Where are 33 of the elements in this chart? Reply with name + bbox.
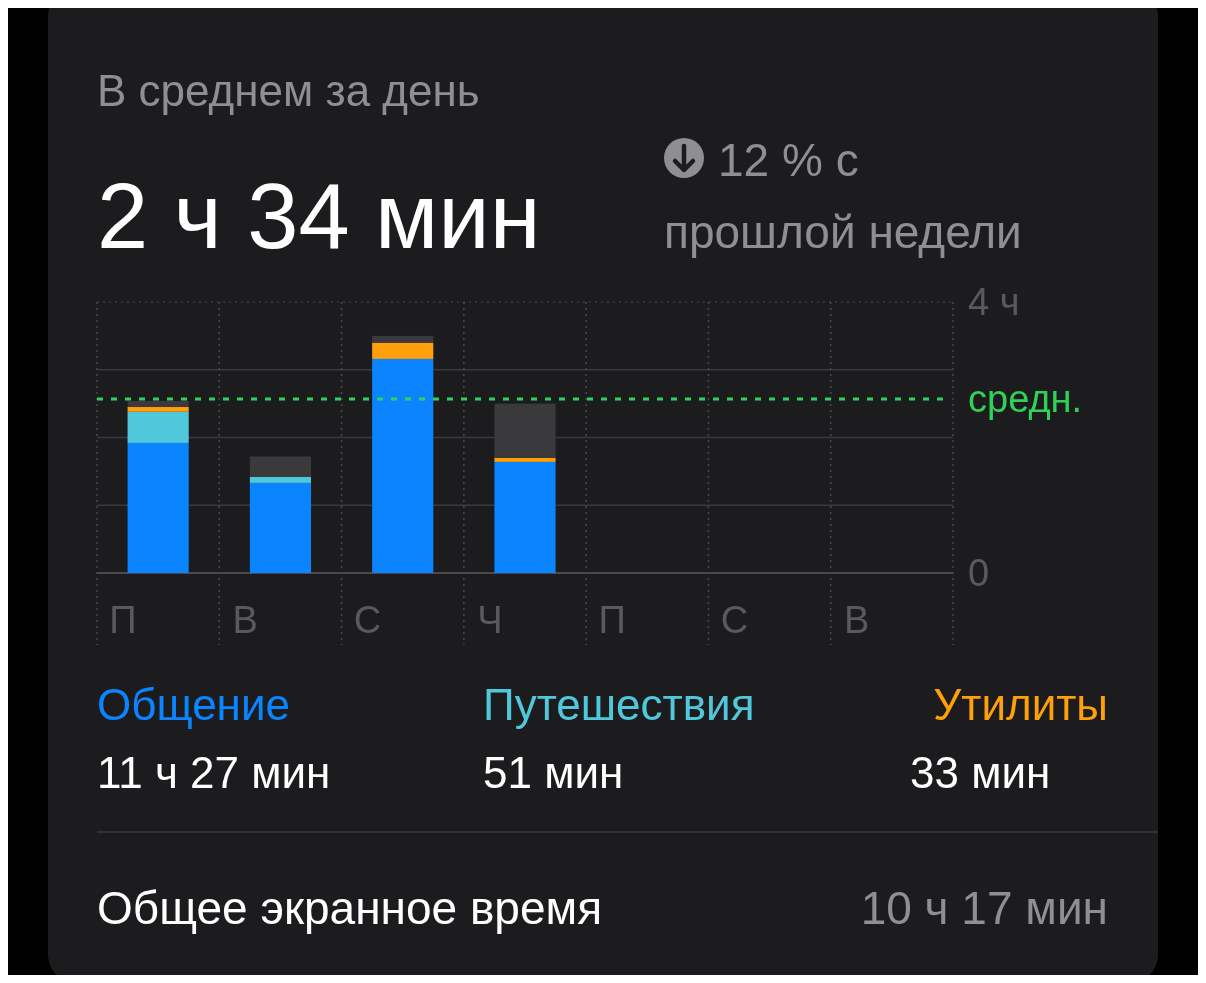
y-tick-label: 4 ч — [968, 281, 1020, 324]
x-tick-label: С — [353, 599, 382, 642]
bar — [372, 358, 434, 573]
text: 10 ч 17 мин — [860, 882, 1108, 934]
text: 11 ч 27 мин — [97, 748, 331, 797]
bar — [494, 461, 556, 573]
x-tick-label: Ч — [477, 599, 503, 642]
bar — [249, 456, 311, 477]
bar — [127, 400, 189, 408]
text: Путешествия — [483, 680, 755, 729]
text: Утилиты — [933, 680, 1108, 729]
bar — [127, 407, 189, 412]
bar — [249, 482, 311, 573]
x-tick-label: С — [720, 599, 749, 642]
bar — [372, 342, 434, 359]
text: 12 % с прошлой недели — [664, 134, 1022, 258]
x-tick-label: П — [109, 599, 137, 642]
bar — [127, 442, 189, 573]
bar — [127, 411, 189, 443]
bar — [249, 476, 311, 483]
chart-subtitle: 2 ч 34 мин — [97, 165, 541, 267]
chart-title: В среднем за день — [97, 66, 480, 115]
text: Общее экранное время — [97, 882, 603, 934]
ref-line-label: средн. — [968, 378, 1083, 421]
x-tick-label: В — [232, 599, 258, 642]
text: 51 мин — [483, 748, 624, 797]
y-tick-label: 0 — [968, 552, 990, 595]
text: 33 мин — [910, 748, 1051, 797]
x-tick-label: П — [598, 599, 626, 642]
text: Общение — [97, 680, 290, 729]
bar — [494, 457, 556, 462]
bar — [372, 335, 434, 343]
x-tick-label: В — [844, 599, 870, 642]
